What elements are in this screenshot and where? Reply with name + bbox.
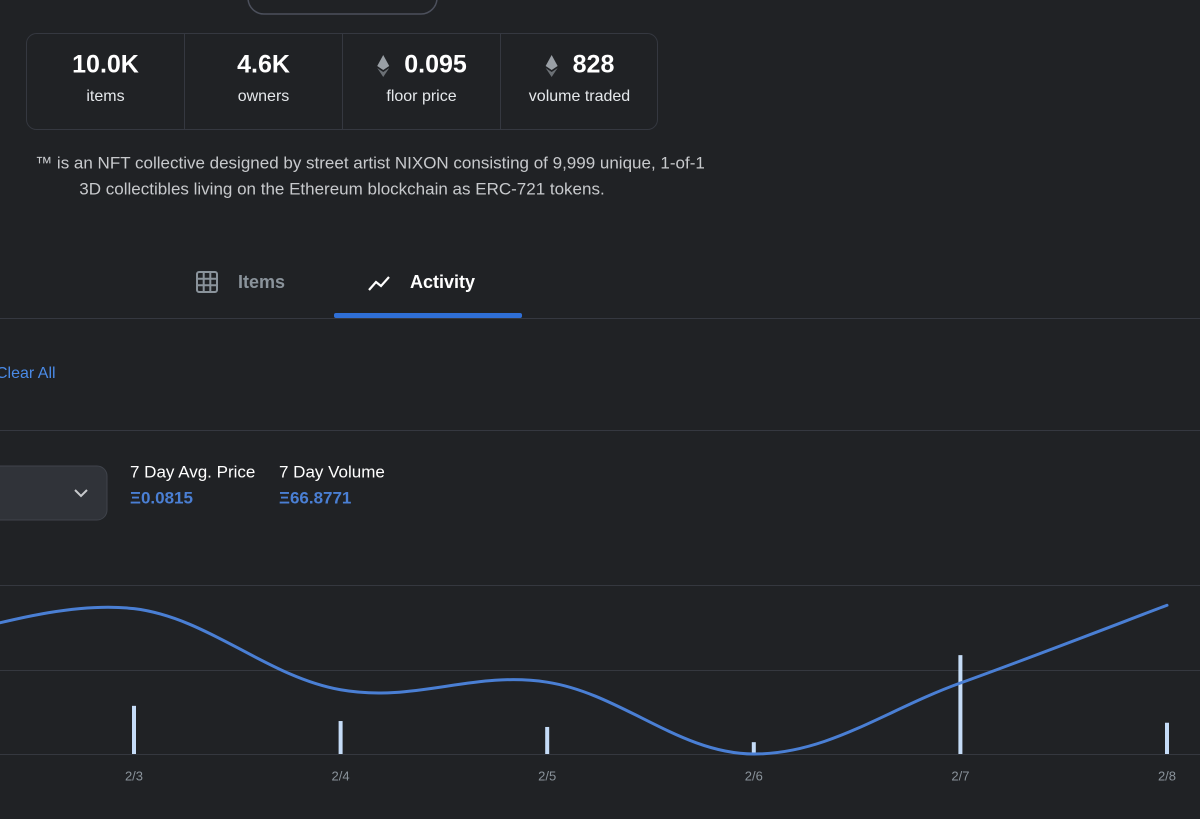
- eth-icon: [545, 68, 558, 77]
- summary-label: 7 Day Volume: [279, 462, 385, 481]
- x-tick-label: 2/7: [951, 768, 969, 783]
- x-tick-label: 2/3: [125, 768, 143, 783]
- eth-icon: [377, 68, 390, 77]
- eth-icon: [545, 55, 558, 70]
- plot-area: [0, 603, 1169, 756]
- items-tab-icon[interactable]: [196, 271, 218, 293]
- stat-value: 10.0K: [72, 51, 139, 79]
- stat-label: floor price: [386, 88, 456, 105]
- stat-value: 828: [573, 51, 615, 79]
- chart: 2/3 2/4 2/5 2/6 2/7 2/8: [0, 585, 1200, 783]
- tab[interactable]: Activity: [410, 272, 475, 292]
- stat-value: 0.095: [404, 51, 467, 79]
- x-tick-label: 2/6: [745, 768, 763, 783]
- stat-label: items: [86, 88, 124, 105]
- summary-value: Ξ66.8771: [279, 488, 351, 507]
- summary-value: Ξ0.0815: [130, 488, 193, 507]
- volume-bar: [958, 655, 963, 754]
- stat-label: owners: [238, 88, 290, 105]
- summary-label: 7 Day Avg. Price: [130, 462, 255, 481]
- clear-all-link[interactable]: Clear All: [0, 365, 56, 382]
- active-tab-indicator: [334, 313, 522, 318]
- volume-bar: [132, 705, 136, 754]
- x-tick-label: 2/5: [538, 768, 556, 783]
- price-line: [0, 603, 1169, 756]
- volume-bar: [751, 742, 756, 754]
- description-line: 3D collectibles living on the Ethereum b…: [79, 179, 604, 198]
- x-tick-label: 2/4: [332, 768, 350, 783]
- x-tick-label: 2/8: [1158, 768, 1176, 783]
- eth-icon: [377, 55, 390, 70]
- period-dropdown[interactable]: [0, 465, 108, 521]
- description-line: ™ is an NFT collective designed by stree…: [35, 153, 705, 172]
- top-button[interactable]: [247, 0, 438, 15]
- stat-label: volume traded: [529, 88, 630, 105]
- volume-bar: [1165, 722, 1169, 754]
- volume-bar: [545, 726, 550, 754]
- tab[interactable]: Items: [238, 272, 285, 292]
- stat-value: 4.6K: [237, 51, 290, 79]
- activity-tab-icon[interactable]: [368, 276, 390, 291]
- dropdown-chevron[interactable]: [74, 489, 88, 498]
- volume-bar: [338, 721, 343, 754]
